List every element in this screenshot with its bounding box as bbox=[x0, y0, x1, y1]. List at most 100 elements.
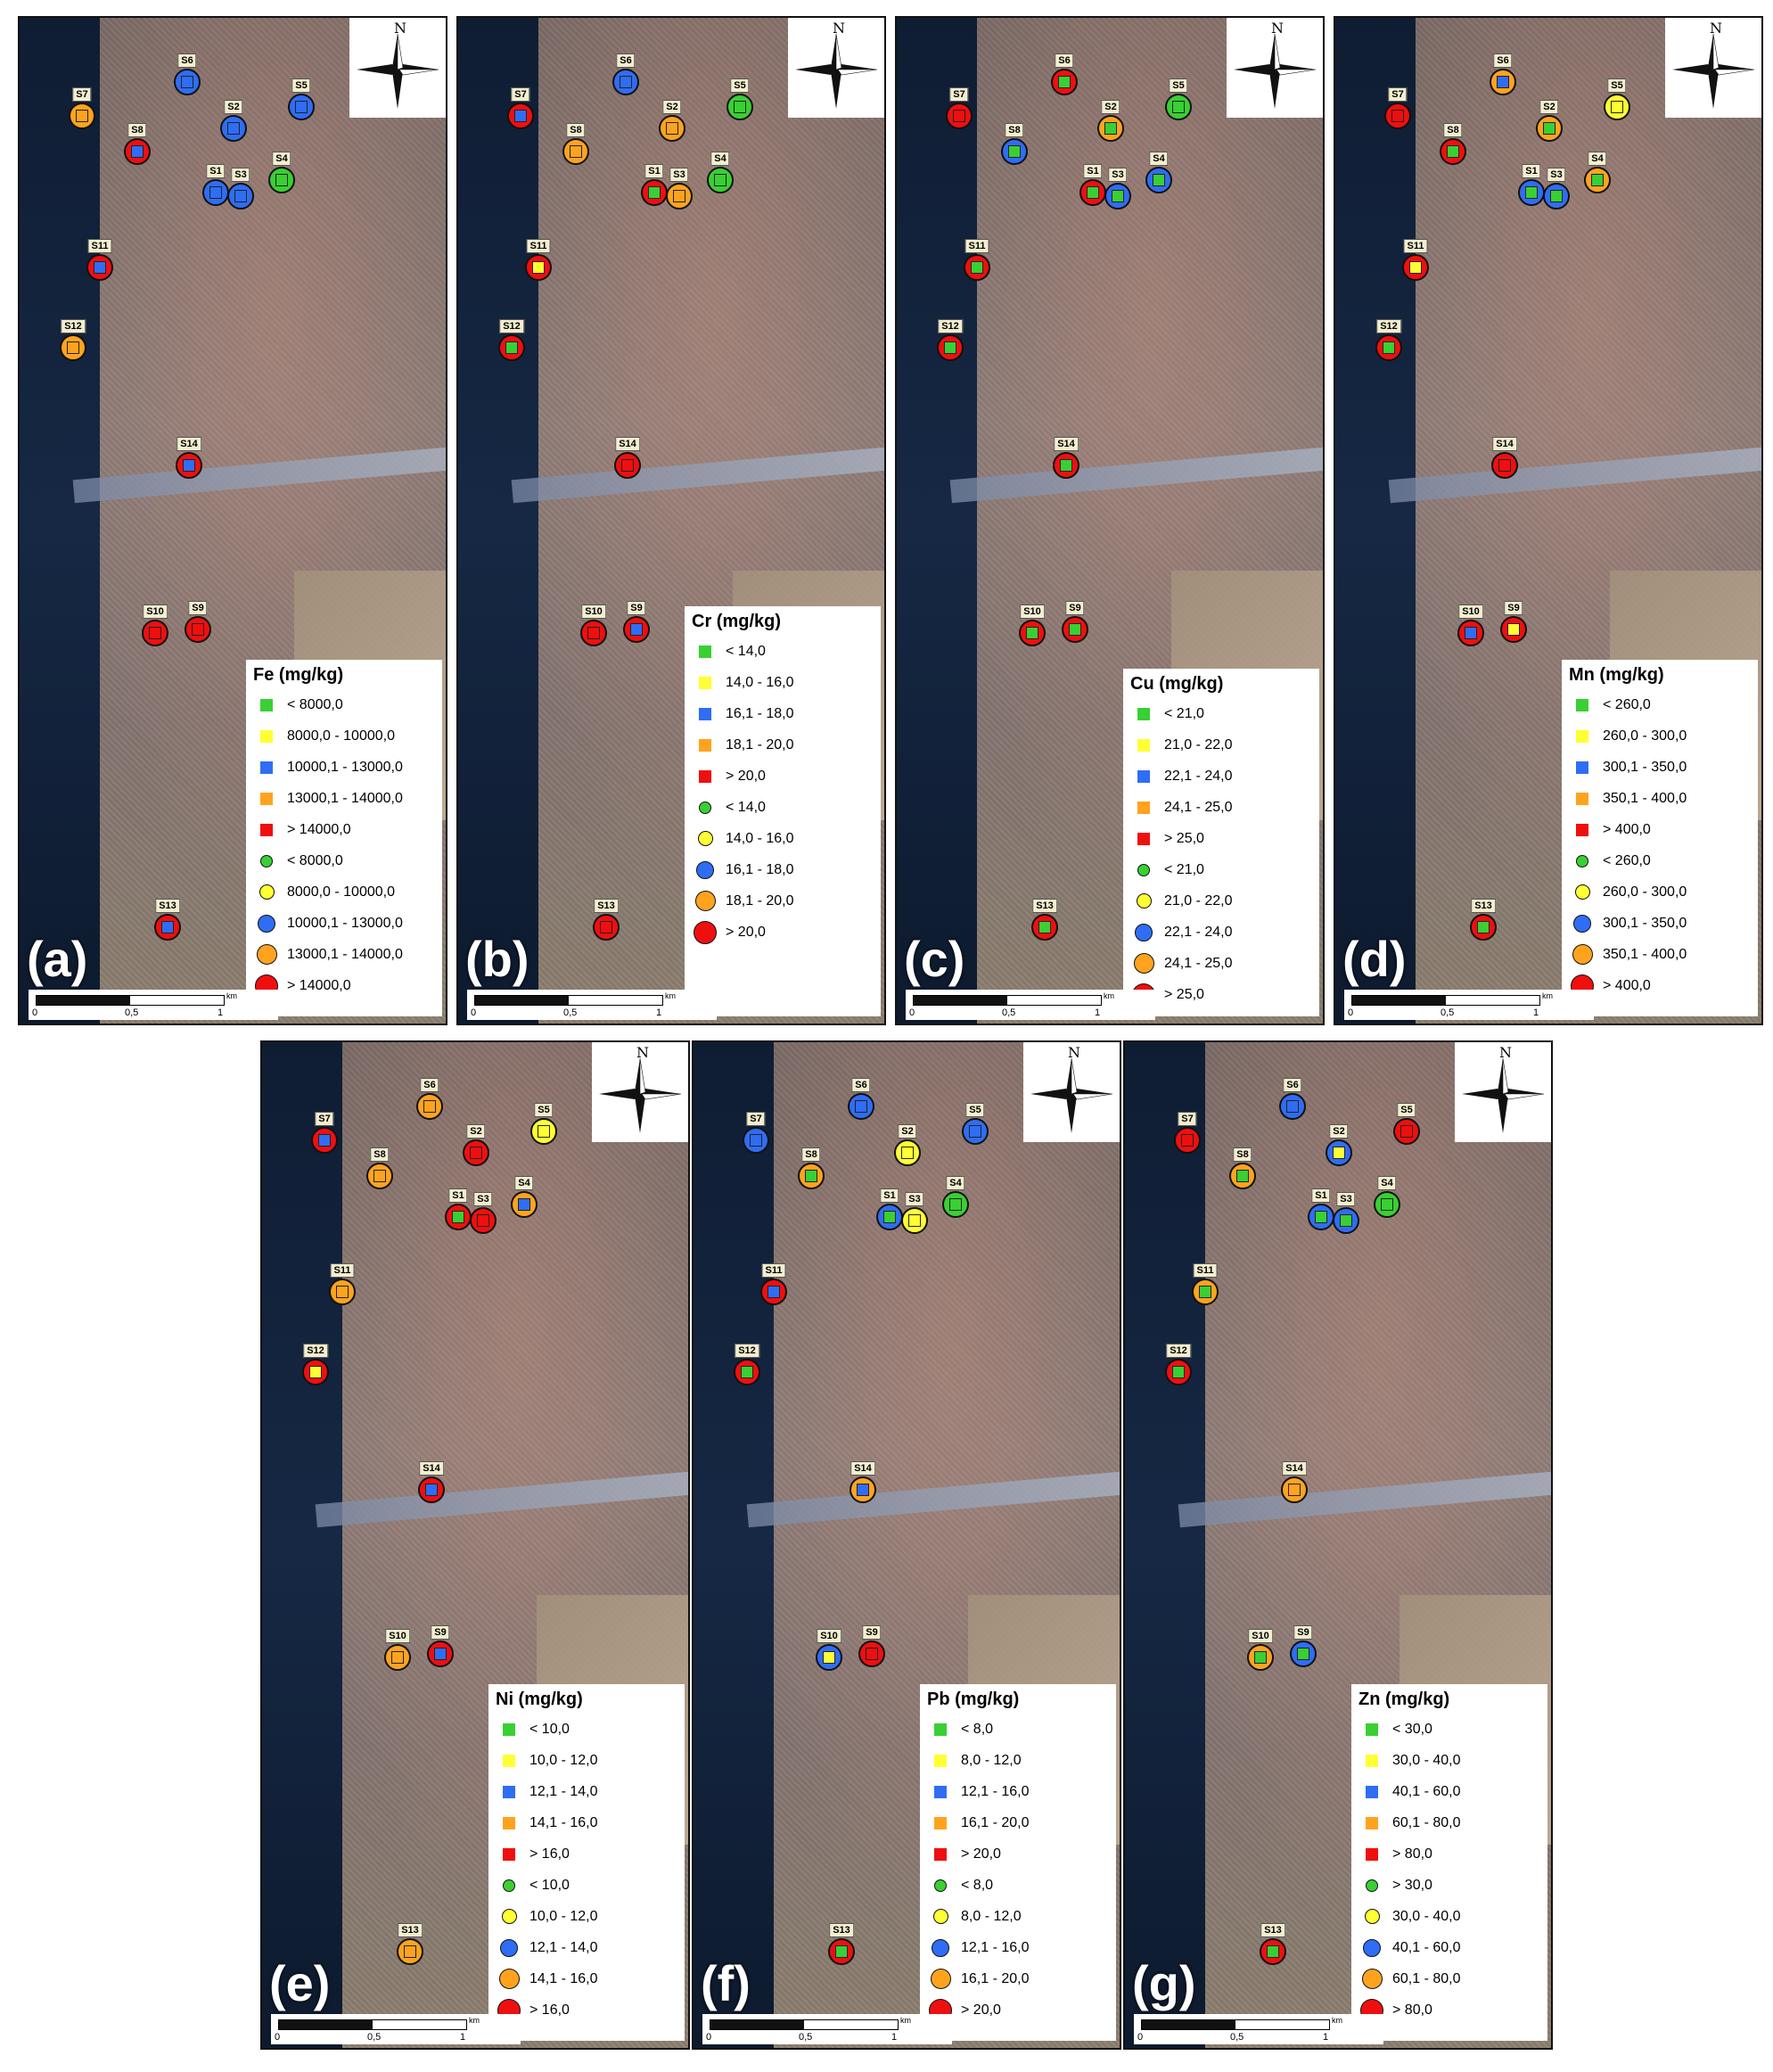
legend-item-label: 16,1 - 20,0 bbox=[961, 1814, 1030, 1830]
sampling-site-marker bbox=[964, 254, 990, 281]
legend-item: 18,1 - 20,0 bbox=[692, 885, 874, 917]
site-label: S8 bbox=[1233, 1147, 1252, 1162]
square-symbol-icon bbox=[1569, 823, 1596, 836]
square-symbol-icon bbox=[496, 1723, 522, 1736]
square-symbol-icon bbox=[253, 761, 280, 774]
square-symbol-icon bbox=[496, 1785, 522, 1798]
circle-symbol-icon bbox=[1569, 854, 1596, 867]
site-label: S13 bbox=[155, 899, 180, 913]
site-label: S6 bbox=[1055, 53, 1074, 68]
sampling-site-marker bbox=[666, 183, 693, 210]
marker-center bbox=[673, 190, 685, 202]
legend-item-label: 22,1 - 24,0 bbox=[1164, 768, 1233, 784]
site-label: S12 bbox=[1166, 1344, 1191, 1358]
site-label: S12 bbox=[938, 319, 963, 333]
site-label: S6 bbox=[177, 53, 197, 68]
scale-tick-label: 0 bbox=[1137, 2032, 1144, 2043]
site-label: S5 bbox=[730, 78, 750, 93]
marker-center bbox=[425, 1484, 438, 1496]
site-label: S3 bbox=[1336, 1192, 1356, 1206]
site-label: S13 bbox=[398, 1923, 423, 1937]
legend-item: 12,1 - 14,0 bbox=[496, 1776, 677, 1807]
legend-item: 10,0 - 12,0 bbox=[496, 1901, 677, 1932]
legend-item: < 14,0 bbox=[692, 792, 874, 823]
panel-label: (d) bbox=[1342, 931, 1407, 987]
scale-bar: 0 0,5 1 km bbox=[29, 990, 278, 1020]
river bbox=[72, 447, 446, 504]
site-label: S6 bbox=[1493, 53, 1513, 68]
marker-center bbox=[944, 341, 956, 354]
marker-center bbox=[883, 1211, 896, 1223]
legend-item-label: < 30,0 bbox=[1392, 1721, 1432, 1737]
sampling-site-marker bbox=[220, 115, 247, 142]
site-label: S10 bbox=[1020, 604, 1045, 619]
sampling-site-marker bbox=[445, 1204, 472, 1230]
sampling-site-marker bbox=[470, 1207, 497, 1234]
map-panel: N S1 S2 S3 S4 S5 S6 S7 S8 S9 S10 S11 S12 S13 S14 Fe (mg… bbox=[18, 16, 447, 1025]
circle-symbol-icon bbox=[1358, 1938, 1385, 1957]
legend-item-label: > 25,0 bbox=[1164, 830, 1204, 846]
sea-area bbox=[262, 1042, 342, 2048]
panel-label: (f) bbox=[701, 1955, 751, 2011]
scale-unit: km bbox=[1542, 991, 1553, 1000]
marker-center bbox=[1497, 76, 1509, 88]
site-label: S5 bbox=[534, 1103, 554, 1117]
sampling-site-marker bbox=[1457, 620, 1484, 646]
site-label: S2 bbox=[662, 100, 682, 114]
site-label: S2 bbox=[1539, 100, 1559, 114]
circle-symbol-icon bbox=[1358, 1969, 1385, 1989]
site-label: S2 bbox=[1101, 100, 1120, 114]
legend-item-label: 8,0 - 12,0 bbox=[961, 1752, 1022, 1768]
panel-label: (a) bbox=[27, 931, 88, 987]
scale-bar: 0 0,5 1 km bbox=[1344, 990, 1594, 1020]
marker-center bbox=[434, 1648, 447, 1660]
site-label: S12 bbox=[1376, 319, 1401, 333]
legend-item-label: 18,1 - 20,0 bbox=[726, 892, 794, 909]
legend-item: 260,0 - 300,0 bbox=[1569, 876, 1751, 908]
river bbox=[1178, 1471, 1551, 1528]
marker-center bbox=[209, 186, 222, 199]
legend-item: 22,1 - 24,0 bbox=[1130, 761, 1312, 792]
site-label: S6 bbox=[1283, 1078, 1302, 1092]
sampling-site-marker bbox=[154, 914, 181, 941]
site-label: S1 bbox=[880, 1188, 899, 1203]
scale-tick-label: 1 bbox=[656, 1007, 662, 1018]
legend-item: > 14000,0 bbox=[253, 814, 435, 845]
square-symbol-icon bbox=[1358, 1816, 1385, 1829]
site-label: S14 bbox=[1282, 1461, 1307, 1476]
legend-item-label: 260,0 - 300,0 bbox=[1603, 728, 1687, 744]
sampling-site-marker bbox=[848, 1093, 874, 1120]
marker-center bbox=[94, 261, 106, 274]
marker-center bbox=[1507, 623, 1520, 636]
marker-center bbox=[131, 145, 144, 158]
site-label: S3 bbox=[905, 1192, 924, 1206]
square-symbol-icon bbox=[692, 645, 718, 658]
legend-item: > 20,0 bbox=[692, 917, 874, 948]
legend-item-label: < 260,0 bbox=[1603, 696, 1651, 712]
sampling-site-marker bbox=[418, 1476, 445, 1503]
sampling-site-marker bbox=[612, 69, 639, 95]
legend-item-label: 12,1 - 16,0 bbox=[961, 1939, 1030, 1955]
sampling-site-marker bbox=[580, 620, 607, 646]
marker-center bbox=[452, 1211, 464, 1223]
square-symbol-icon bbox=[496, 1754, 522, 1767]
legend-item: 18,1 - 20,0 bbox=[692, 729, 874, 761]
sampling-site-marker bbox=[525, 254, 552, 281]
square-symbol-icon bbox=[692, 769, 718, 783]
sampling-site-marker bbox=[1384, 103, 1411, 129]
legend-item-label: 60,1 - 80,0 bbox=[1392, 1814, 1461, 1830]
legend-item: 30,0 - 40,0 bbox=[1358, 1901, 1540, 1932]
scale-tick-label: 0,5 bbox=[367, 2032, 382, 2043]
circle-symbol-icon bbox=[692, 920, 718, 944]
scale-unit: km bbox=[1104, 991, 1114, 1000]
marker-center bbox=[1381, 1198, 1393, 1211]
scale-bar: 0 0,5 1 km bbox=[906, 990, 1155, 1020]
marker-center bbox=[1112, 190, 1124, 202]
marker-center bbox=[1611, 101, 1623, 113]
marker-center bbox=[971, 261, 983, 274]
square-symbol-icon bbox=[1569, 729, 1596, 743]
marker-center bbox=[1297, 1648, 1309, 1660]
legend-item-label: 30,0 - 40,0 bbox=[1392, 1908, 1461, 1924]
circle-symbol-icon bbox=[927, 1969, 954, 1989]
circle-symbol-icon bbox=[253, 944, 280, 965]
